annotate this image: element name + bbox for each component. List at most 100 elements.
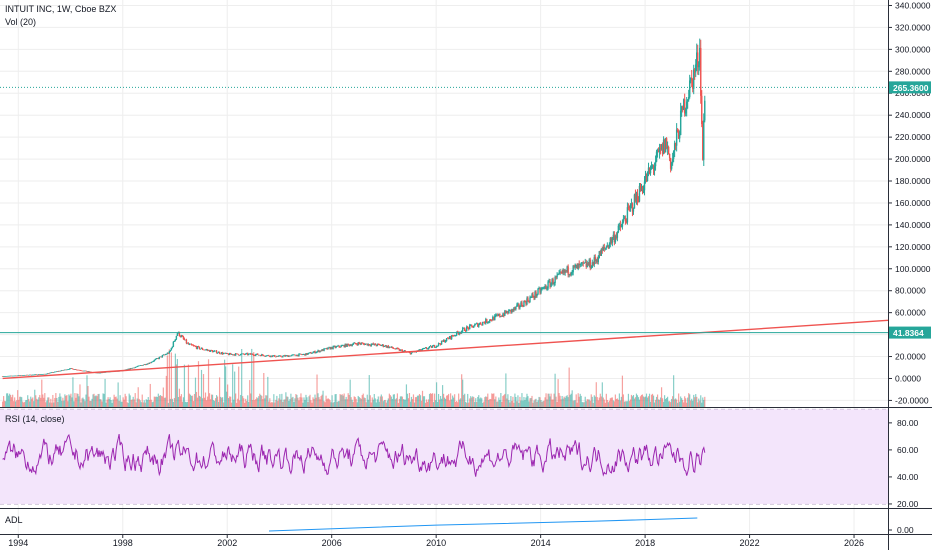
volume-legend[interactable]: Vol (20) [5,17,36,27]
volume-bar [324,402,326,407]
candle-body [548,281,550,282]
volume-bar [103,393,105,407]
volume-bar [316,374,318,407]
volume-bar [48,397,50,407]
volume-bar [146,399,148,407]
volume-bar [225,366,227,407]
y-tick-label: 240.0000 [895,110,931,120]
candle-body [169,350,172,352]
main-legend[interactable]: INTUIT INC, 1W, Cboe BZX [5,4,116,14]
volume-bar [532,402,534,407]
candle-body [589,259,591,269]
candle-body [581,262,583,264]
candle-body [540,289,542,293]
volume-bar [588,399,590,407]
candle-body [703,120,705,160]
volume-bar [131,399,133,407]
candle-body [375,345,377,346]
candle-body [180,335,183,337]
candle-body [44,373,46,375]
volume-bar [293,401,295,407]
candle-body [185,339,188,344]
volume-bar [21,397,23,407]
volume-bar [437,393,440,407]
volume-bar [100,399,102,407]
x-tick-label: 2018 [635,538,655,548]
price-axis[interactable]: 340.0000320.0000300.0000280.0000260.0000… [888,0,931,405]
rsi-legend[interactable]: RSI (14, close) [5,414,65,424]
candle-body [104,372,106,373]
candle-body [219,353,222,355]
volume-bar [207,359,210,407]
candle-body [344,344,346,348]
volume-bar [357,395,359,407]
volume-title: Vol (20) [5,17,37,27]
volume-bar [108,399,110,407]
volume-bar [605,393,607,407]
y-tick-label: 20.0000 [895,352,926,362]
candle-body [186,343,189,344]
adl-legend[interactable]: ADL [5,515,23,525]
volume-bar [228,398,230,407]
volume-bar [575,394,577,407]
time-axis[interactable]: 1994 1998 2002 2006 2010 2014 2018 2022 2026 [8,534,864,548]
volume-bar [288,401,290,407]
rsi-axis[interactable]: 80.00 60.00 40.00 20.00 [888,418,919,509]
candle-body [584,262,586,263]
candle-body [470,324,472,326]
volume-bar [452,395,454,407]
candle-body [698,65,700,68]
candle-body [541,288,543,290]
adl-axis[interactable]: 0.00 [888,525,914,535]
candle-body [359,343,361,345]
volume-bar [483,401,485,407]
candle-body [321,349,323,352]
candle-body [551,279,553,284]
volume-bar [453,397,455,407]
candle-body [145,364,147,366]
volume-bar [254,400,256,407]
candle-body [18,375,21,376]
volume-bar [534,399,536,407]
candle-body [650,166,653,168]
volume-bar [397,402,399,407]
volume-bar [630,394,633,407]
volume-bar [430,393,433,407]
candle-body [651,166,654,167]
candle-body [689,80,691,97]
candle-body [77,369,79,371]
candle-body [667,147,670,155]
volume-bar [590,394,592,407]
volume-bar [670,402,672,407]
candle-body [561,272,563,273]
volume-bar [63,400,65,407]
volume-bar [273,394,275,407]
trendline[interactable] [2,319,889,380]
volume-bar [364,398,366,407]
candle-body [387,345,390,348]
volume-bar [419,395,422,407]
candle-body [472,325,474,328]
volume-bar [198,395,201,407]
candle-body [239,354,242,356]
candle-body [553,283,555,285]
volume-bar [9,393,11,407]
volume-bar [511,400,513,407]
candle-body [682,99,685,110]
candle-body [326,348,328,350]
candle-body [253,354,255,356]
candle-body [423,347,426,349]
candle-body [473,326,475,328]
candle-body [552,279,554,285]
volume-bar [246,401,248,407]
candle-body [138,365,140,367]
volume-bar [593,395,595,407]
volume-bar [610,397,612,407]
candle-body [87,371,89,372]
volume-bar [359,397,361,407]
volume-bar [12,394,14,407]
candle-body [426,348,429,350]
candle-body [384,345,387,347]
volume-bar [391,398,393,407]
